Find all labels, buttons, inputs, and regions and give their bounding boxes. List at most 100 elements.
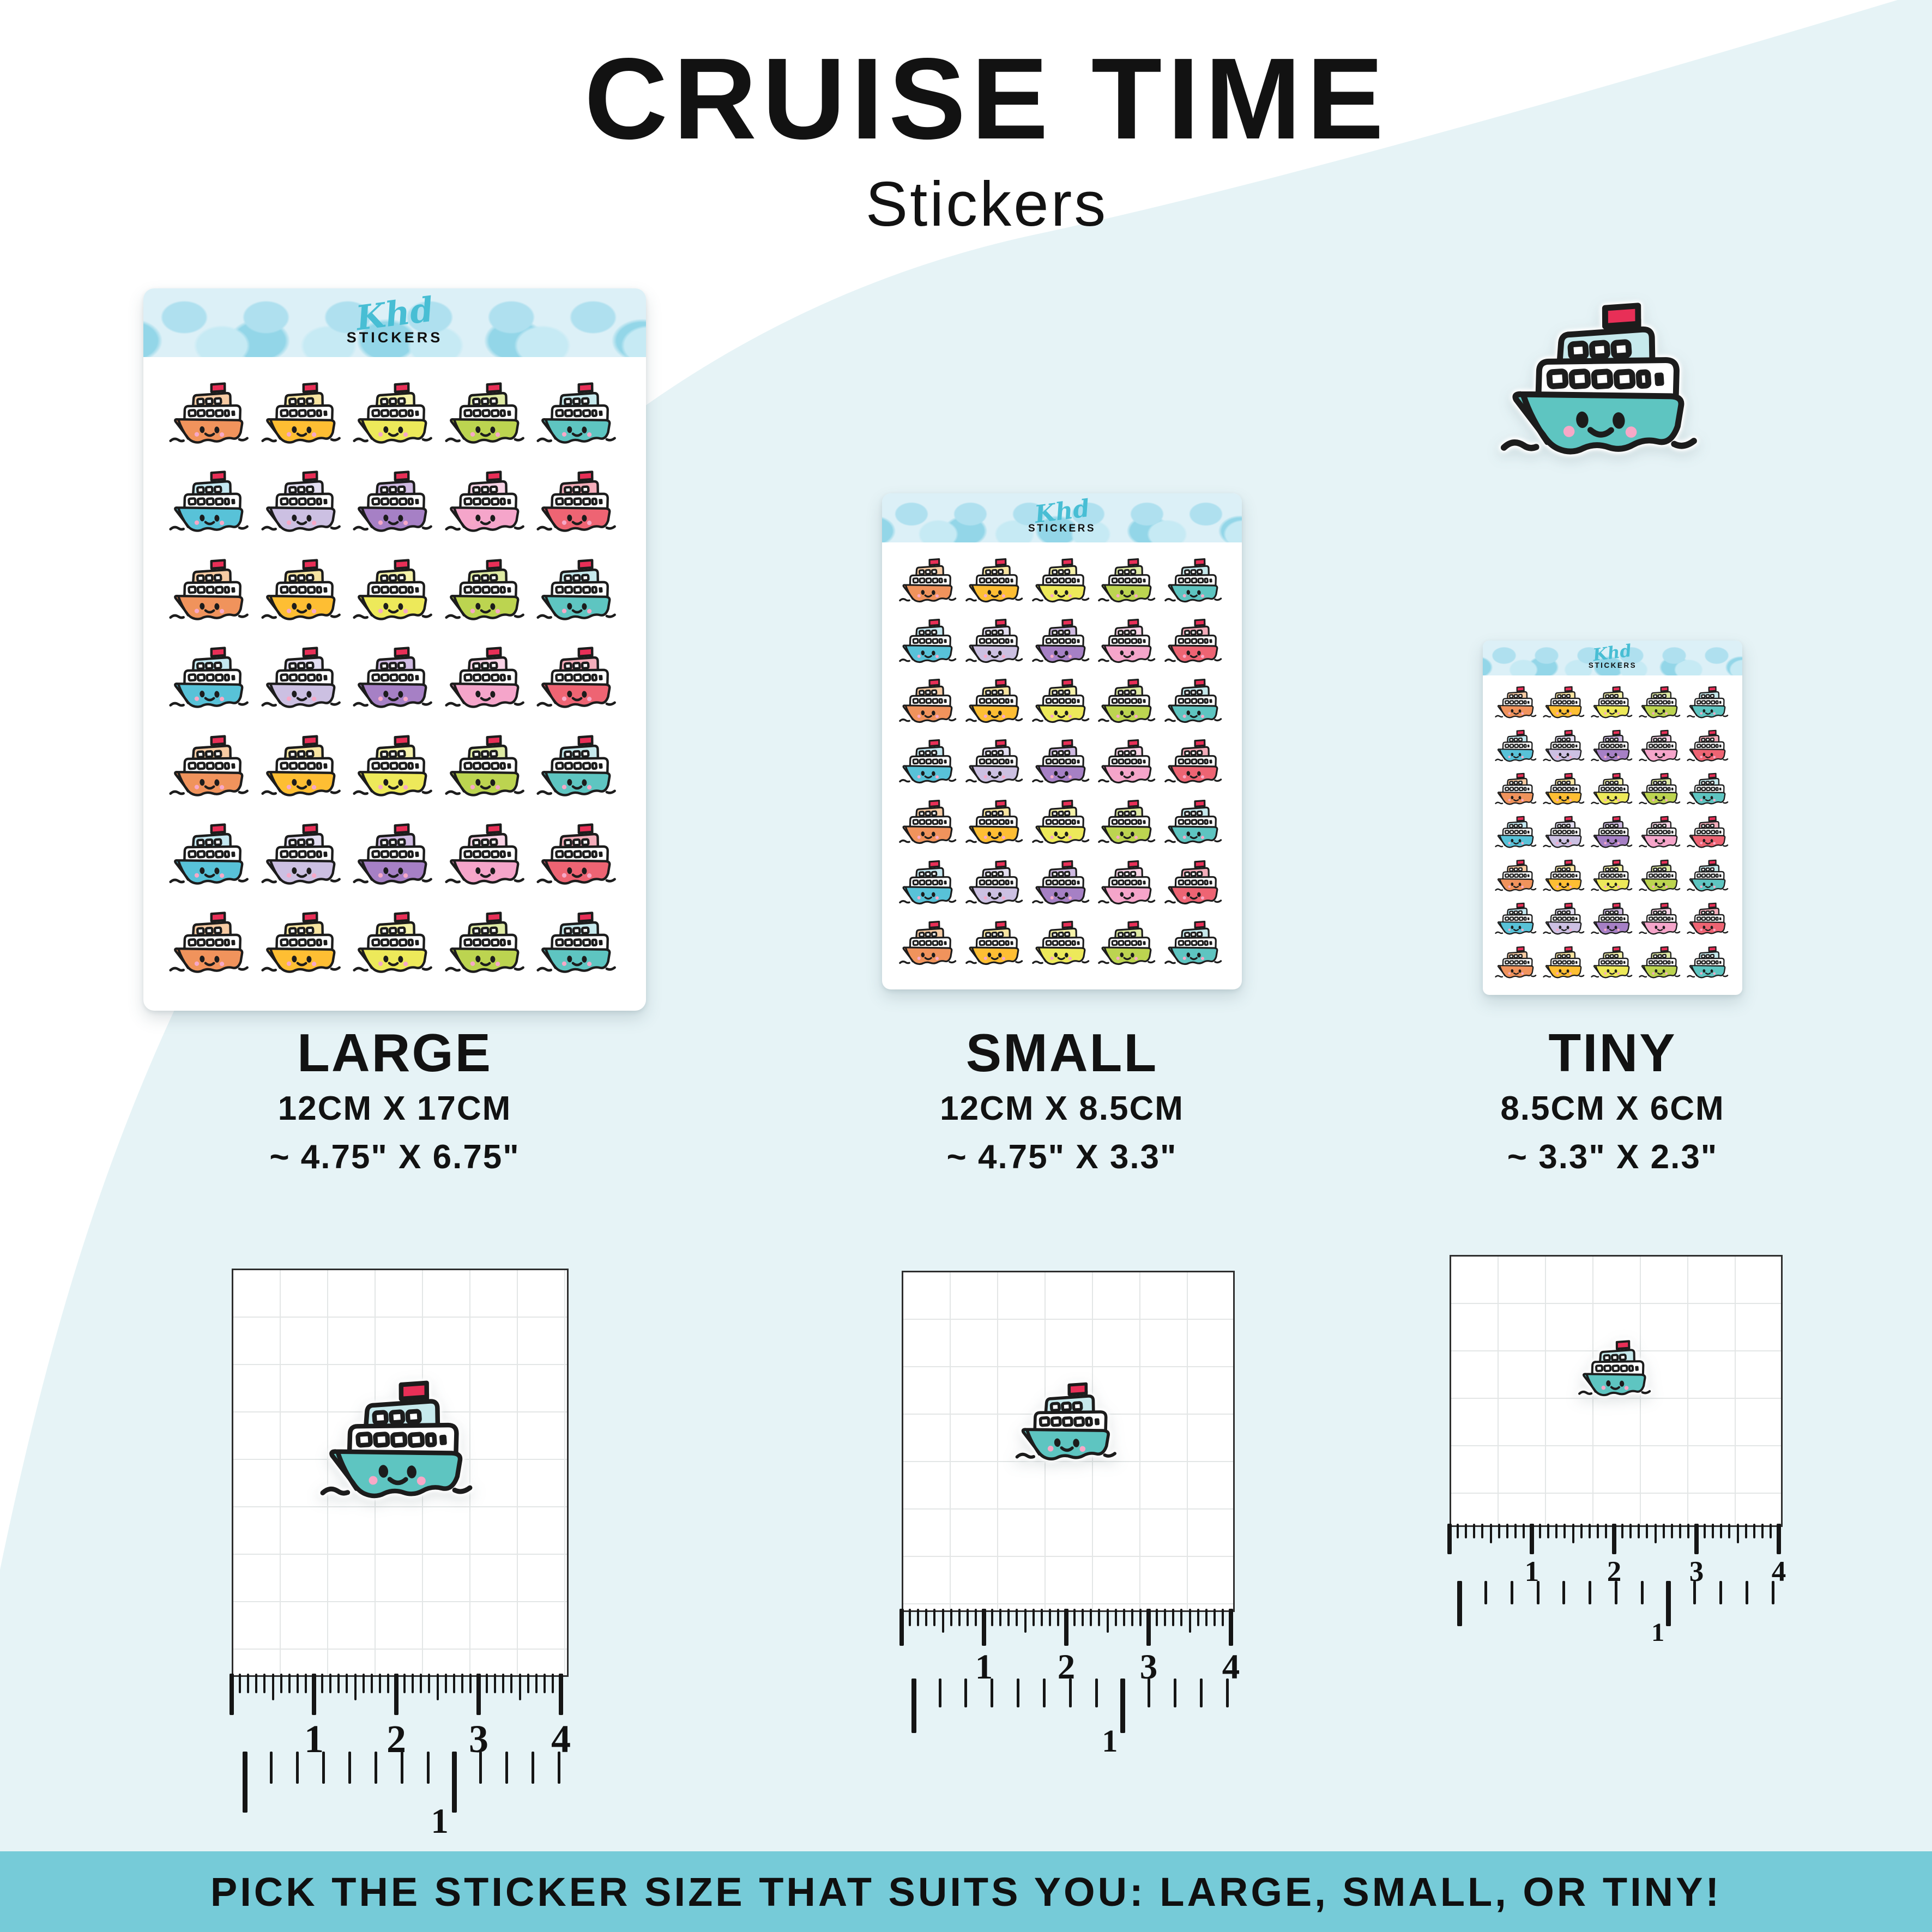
cruise-ship-sticker <box>349 814 440 903</box>
sheet-header-band: Khd STICKERS <box>1483 641 1742 675</box>
sticker-grid <box>143 357 646 1011</box>
cruise-ship-sticker <box>349 726 440 814</box>
cruise-ship-sticker <box>1589 813 1637 856</box>
cruise-ship-sticker <box>440 726 532 814</box>
cruise-ship-sticker <box>1161 553 1228 614</box>
size-dims-cm: 8.5CM X 6CM <box>1500 1090 1725 1127</box>
cruise-ship-sticker <box>165 373 257 462</box>
cruise-ship-sticker <box>533 373 624 462</box>
sheet-header-band: Khd STICKERS <box>882 493 1242 542</box>
cruise-ship-sticker <box>896 674 963 735</box>
cruise-ship-sticker <box>1541 770 1589 813</box>
sheet-header-band: Khd STICKERS <box>143 288 646 357</box>
cruise-ship-sticker <box>1637 683 1685 726</box>
bottom-banner: PICK THE STICKER SIZE THAT SUITS YOU: LA… <box>0 1851 1932 1932</box>
cruise-ship-sticker <box>1029 916 1095 976</box>
cruise-ship-sticker <box>1161 614 1228 674</box>
cruise-ship-sticker <box>257 726 348 814</box>
sticker-grid <box>1483 675 1742 995</box>
cruise-ship-sticker <box>257 373 348 462</box>
size-dims-in: ~ 4.75" X 3.3" <box>946 1138 1178 1176</box>
cruise-ship-sticker <box>165 638 257 727</box>
cruise-ship-sticker <box>963 916 1029 976</box>
cruise-ship-sticker <box>1095 674 1162 735</box>
cruise-ship-sticker <box>1541 726 1589 769</box>
cruise-ship-sticker <box>257 814 348 903</box>
cruise-ship-sticker <box>1589 943 1637 986</box>
cruise-ship-sticker <box>1095 614 1162 674</box>
ruler-cm-number: 1 <box>304 1717 324 1761</box>
cruise-ship-sticker <box>1029 855 1095 916</box>
cruise-ship-sticker <box>440 373 532 462</box>
sticker-grid <box>882 542 1242 989</box>
cruise-ship-sticker <box>1095 855 1162 916</box>
cruise-ship-sticker <box>896 916 963 976</box>
ruler-cm-number: 3 <box>1689 1556 1704 1587</box>
cruise-ship-sticker <box>1493 856 1541 899</box>
cruise-ship-sticker <box>1095 735 1162 795</box>
cruise-ship-sticker <box>440 550 532 638</box>
cruise-ship-sticker <box>440 903 532 991</box>
cruise-ship-sticker <box>1161 855 1228 916</box>
cruise-ship-sticker <box>257 903 348 991</box>
cruise-ship-sticker <box>963 614 1029 674</box>
brand-logo-script: Khd <box>353 289 436 339</box>
ruler-cm-number: 4 <box>1222 1647 1240 1687</box>
cruise-ship-sticker <box>1012 1381 1125 1476</box>
cruise-ship-sticker <box>257 550 348 638</box>
cruise-ship-sticker <box>1029 795 1095 855</box>
cruise-ship-sticker <box>1161 916 1228 976</box>
cruise-ship-sticker <box>1541 683 1589 726</box>
cruise-ship-sticker <box>165 726 257 814</box>
cruise-ship-sticker <box>257 638 348 727</box>
cruise-ship-sticker <box>349 903 440 991</box>
cruise-ship-sticker <box>1541 943 1589 986</box>
cruise-ship-sticker <box>1161 795 1228 855</box>
cruise-ship-sticker <box>165 814 257 903</box>
scale-box-small <box>902 1271 1235 1612</box>
brand-logo-word: STICKERS <box>1588 661 1637 670</box>
cruise-ship-sticker <box>165 550 257 638</box>
cruise-ship-sticker <box>1637 726 1685 769</box>
cruise-ship-sticker <box>1095 795 1162 855</box>
cruise-ship-sticker <box>1493 683 1541 726</box>
cruise-ship-sticker <box>1576 1339 1657 1408</box>
cruise-ship-sticker <box>1029 674 1095 735</box>
cruise-ship-sticker <box>533 550 624 638</box>
cruise-ship-sticker <box>1541 856 1589 899</box>
cruise-ship-sticker <box>1589 899 1637 943</box>
size-name: LARGE <box>297 1023 492 1083</box>
cruise-ship-sticker <box>440 814 532 903</box>
cruise-ship-sticker <box>1637 813 1685 856</box>
featured-cruise-ship-sticker <box>1495 301 1713 482</box>
size-dims-cm: 12CM X 17CM <box>277 1090 512 1127</box>
cruise-ship-sticker <box>316 1379 485 1520</box>
cruise-ship-sticker <box>1637 899 1685 943</box>
scale-box-large <box>232 1269 569 1677</box>
cruise-ship-sticker <box>533 903 624 991</box>
cruise-ship-sticker <box>533 638 624 727</box>
cruise-ship-sticker <box>1029 735 1095 795</box>
cruise-ship-sticker <box>1589 856 1637 899</box>
cruise-ship-sticker <box>963 795 1029 855</box>
ruler-cm-number: 1 <box>975 1647 993 1687</box>
sticker-sheet-large: Khd STICKERS <box>143 288 646 1011</box>
cruise-ship-sticker <box>1685 683 1732 726</box>
cruise-ship-sticker <box>1685 813 1732 856</box>
ruler-cm-number: 4 <box>551 1717 571 1761</box>
ruler-cm-number: 2 <box>1607 1556 1622 1587</box>
cruise-ship-sticker <box>165 462 257 550</box>
cruise-ship-sticker <box>896 735 963 795</box>
cruise-ship-sticker <box>1589 770 1637 813</box>
cruise-ship-sticker <box>1541 813 1589 856</box>
cruise-ship-sticker <box>533 726 624 814</box>
size-dims-in: ~ 4.75" X 6.75" <box>269 1138 520 1176</box>
cruise-ship-sticker <box>896 553 963 614</box>
sticker-sheet-small: Khd STICKERS <box>882 493 1242 989</box>
cruise-ship-sticker <box>1637 770 1685 813</box>
size-label-large: LARGE 12CM X 17CM ~ 4.75" X 6.75" <box>188 1026 602 1177</box>
cruise-ship-sticker <box>440 462 532 550</box>
cruise-ship-sticker <box>1493 813 1541 856</box>
